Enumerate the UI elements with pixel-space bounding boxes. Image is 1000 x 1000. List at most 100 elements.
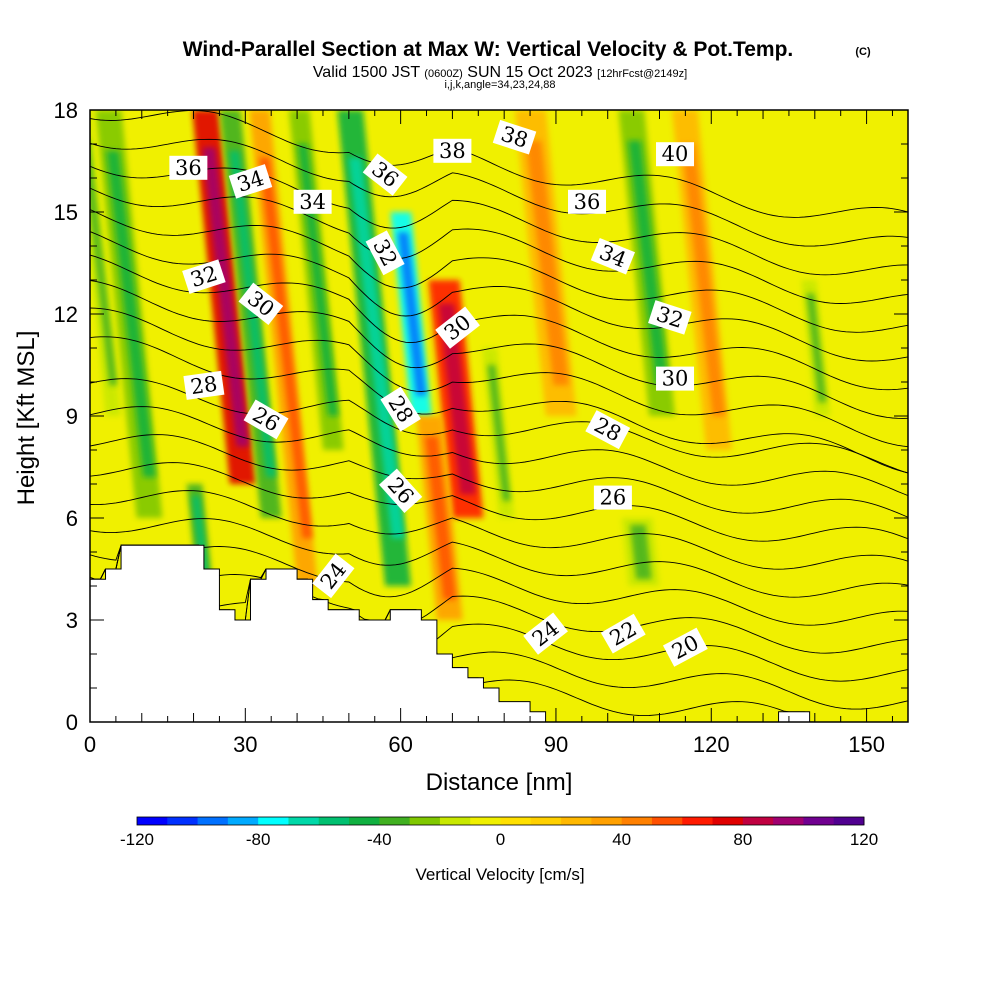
x-tick-label: 90 <box>544 732 568 757</box>
contour-label-box <box>365 230 405 276</box>
contour-label-box <box>238 282 284 325</box>
copyright-mark: (C) <box>855 46 871 58</box>
colorbar: -120 -80 -40 0 40 80 120 <box>120 816 878 849</box>
contour-label-box <box>585 410 631 450</box>
contour-label-box <box>228 164 273 199</box>
contour-label-box <box>362 153 408 196</box>
contour-label-text: 28 <box>189 372 219 399</box>
contour-label: 36 <box>568 189 607 214</box>
colorbar-swatch <box>530 817 562 825</box>
colorbar-swatch <box>651 817 683 825</box>
contour-label-box <box>183 370 225 400</box>
subtitle-utc: (0600Z) <box>424 68 463 80</box>
velocity-core <box>487 365 511 501</box>
theta-contour <box>90 544 908 654</box>
subtitle-valid: Valid 1500 JST <box>313 64 421 81</box>
contour-label-box <box>182 259 226 294</box>
colorbar-swatch <box>167 817 199 825</box>
y-tick-label: 12 <box>54 302 78 327</box>
theta-contour <box>90 307 908 448</box>
velocity-core <box>191 495 211 592</box>
colorbar-swatch <box>470 817 501 825</box>
contour-label-text: 40 <box>662 142 689 166</box>
colorbar-swatch <box>833 817 865 825</box>
theta-contour <box>90 336 908 474</box>
colorbar-swatch <box>349 817 380 825</box>
colorbar-swatch <box>682 817 714 825</box>
theta-contour <box>90 209 908 333</box>
theta-contour <box>90 378 908 474</box>
chart-title: Wind-Parallel Section at Max W: Vertical… <box>183 38 794 61</box>
velocity-core <box>348 157 405 539</box>
colorbar-swatch <box>258 817 289 825</box>
x-tick-label: 30 <box>233 732 257 757</box>
y-tick-label: 6 <box>66 506 78 531</box>
y-axis-label: Height [Kft MSL] <box>13 331 40 506</box>
contour-label-box <box>593 485 632 510</box>
subtitle-date: SUN 15 Oct 2023 <box>467 64 593 81</box>
velocity-core <box>630 524 652 580</box>
theta-contour <box>90 434 908 518</box>
contour-label-box <box>600 613 646 654</box>
theta-contour <box>90 462 908 542</box>
x-tick-label: 150 <box>848 732 885 757</box>
y-tick-label: 18 <box>54 98 78 123</box>
contour-label-text: 34 <box>299 190 326 214</box>
terrain-mask <box>90 544 908 722</box>
contour-label-box <box>568 189 607 214</box>
colorbar-tick-label: 80 <box>733 830 752 849</box>
theta-contour <box>90 544 908 626</box>
theta-contour <box>90 490 908 570</box>
contour-label-box <box>656 366 695 391</box>
subtitle-line: Valid 1500 JST (0600Z) SUN 15 Oct 2023 [… <box>313 64 687 81</box>
contour-label-box <box>590 237 636 275</box>
velocity-core <box>202 147 250 447</box>
colorbar-swatch <box>773 817 804 825</box>
y-tick-label: 15 <box>54 200 78 225</box>
velocity-core <box>259 157 313 539</box>
contour-label-box <box>433 138 472 163</box>
velocity-core <box>681 144 726 416</box>
theta-contour <box>90 231 908 362</box>
colorbar-swatch <box>318 817 350 825</box>
velocity-core <box>229 150 277 478</box>
theta-contour <box>90 187 908 304</box>
theta-contour <box>90 280 908 419</box>
theta-contour <box>90 110 908 218</box>
colorbar-frame <box>136 816 865 826</box>
colorbar-swatch <box>591 817 623 825</box>
contour-label-box <box>523 612 568 655</box>
y-tick-label: 3 <box>66 608 78 633</box>
contour-label-box <box>379 468 423 513</box>
colorbar-tick-label: -40 <box>367 830 392 849</box>
contour-label-box <box>656 142 695 167</box>
title-block: Wind-Parallel Section at Max W: Vertical… <box>183 38 871 91</box>
contour-label-box <box>293 189 332 214</box>
x-tick-label: 60 <box>388 732 412 757</box>
contour-label: 28 <box>183 370 225 400</box>
theta-contour <box>90 138 908 247</box>
colorbar-swatch <box>227 817 259 825</box>
contour-label-text: 36 <box>175 156 202 180</box>
subtitle-fcst: [12hrFcst@2149z] <box>597 68 687 80</box>
colorbar-swatch <box>379 817 411 825</box>
contour-label-box <box>243 399 289 440</box>
contour-label-text: 36 <box>574 190 601 214</box>
y-tick-label: 9 <box>66 404 78 429</box>
contour-label: 40 <box>656 142 695 167</box>
colorbar-swatch <box>500 817 532 825</box>
contour-label: 30 <box>656 366 695 391</box>
velocity-core <box>90 144 118 386</box>
contour-label-text: 26 <box>600 486 627 510</box>
velocity-core <box>438 303 476 495</box>
theta-contour <box>90 544 908 682</box>
theta-contours <box>90 110 908 722</box>
contour-label: 38 <box>433 138 472 163</box>
contour-label-text: 38 <box>439 139 466 163</box>
colorbar-swatch <box>288 817 320 825</box>
colorbar-swatch <box>742 817 774 825</box>
contour-label-box <box>312 553 355 599</box>
colorbar-tick-label: 0 <box>496 830 505 849</box>
